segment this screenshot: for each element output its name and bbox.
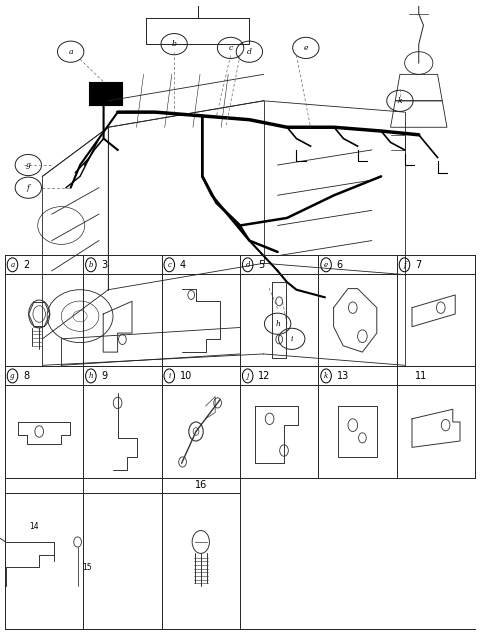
Text: a: a [11, 261, 14, 269]
Text: d: d [247, 48, 252, 56]
Text: 15: 15 [83, 563, 92, 572]
Text: 4: 4 [180, 260, 186, 270]
Text: i: i [168, 372, 170, 380]
Bar [89, 82, 122, 105]
Text: 9: 9 [101, 371, 108, 381]
Text: c: c [168, 261, 171, 269]
Text: f: f [403, 261, 406, 269]
Text: d: d [245, 261, 250, 269]
Text: 2: 2 [23, 260, 29, 270]
Text: a: a [69, 48, 73, 56]
Text: 11: 11 [415, 371, 427, 381]
Text: 10: 10 [180, 371, 192, 381]
Text: 5: 5 [258, 260, 264, 270]
Text: h: h [89, 372, 93, 380]
Text: 1: 1 [194, 0, 202, 1]
Text: i: i [290, 335, 293, 343]
Text: j: j [247, 372, 249, 380]
Text: b: b [172, 40, 177, 48]
Text: e: e [324, 261, 328, 269]
Text: c: c [228, 44, 233, 52]
Text: b: b [89, 261, 93, 269]
Text: f: f [27, 184, 30, 192]
Text: g: g [26, 161, 31, 169]
Text: 12: 12 [258, 371, 271, 381]
Text: 16: 16 [195, 481, 207, 490]
Text: 6: 6 [336, 260, 343, 270]
Text: 3: 3 [101, 260, 108, 270]
Text: e: e [304, 44, 308, 52]
Text: h: h [275, 320, 280, 328]
Text: 13: 13 [336, 371, 349, 381]
Text: k: k [397, 97, 402, 105]
Text: g: g [10, 372, 15, 380]
Text: 8: 8 [23, 371, 29, 381]
Text: 14: 14 [30, 521, 39, 531]
Text: 7: 7 [415, 260, 421, 270]
Text: k: k [324, 372, 328, 380]
